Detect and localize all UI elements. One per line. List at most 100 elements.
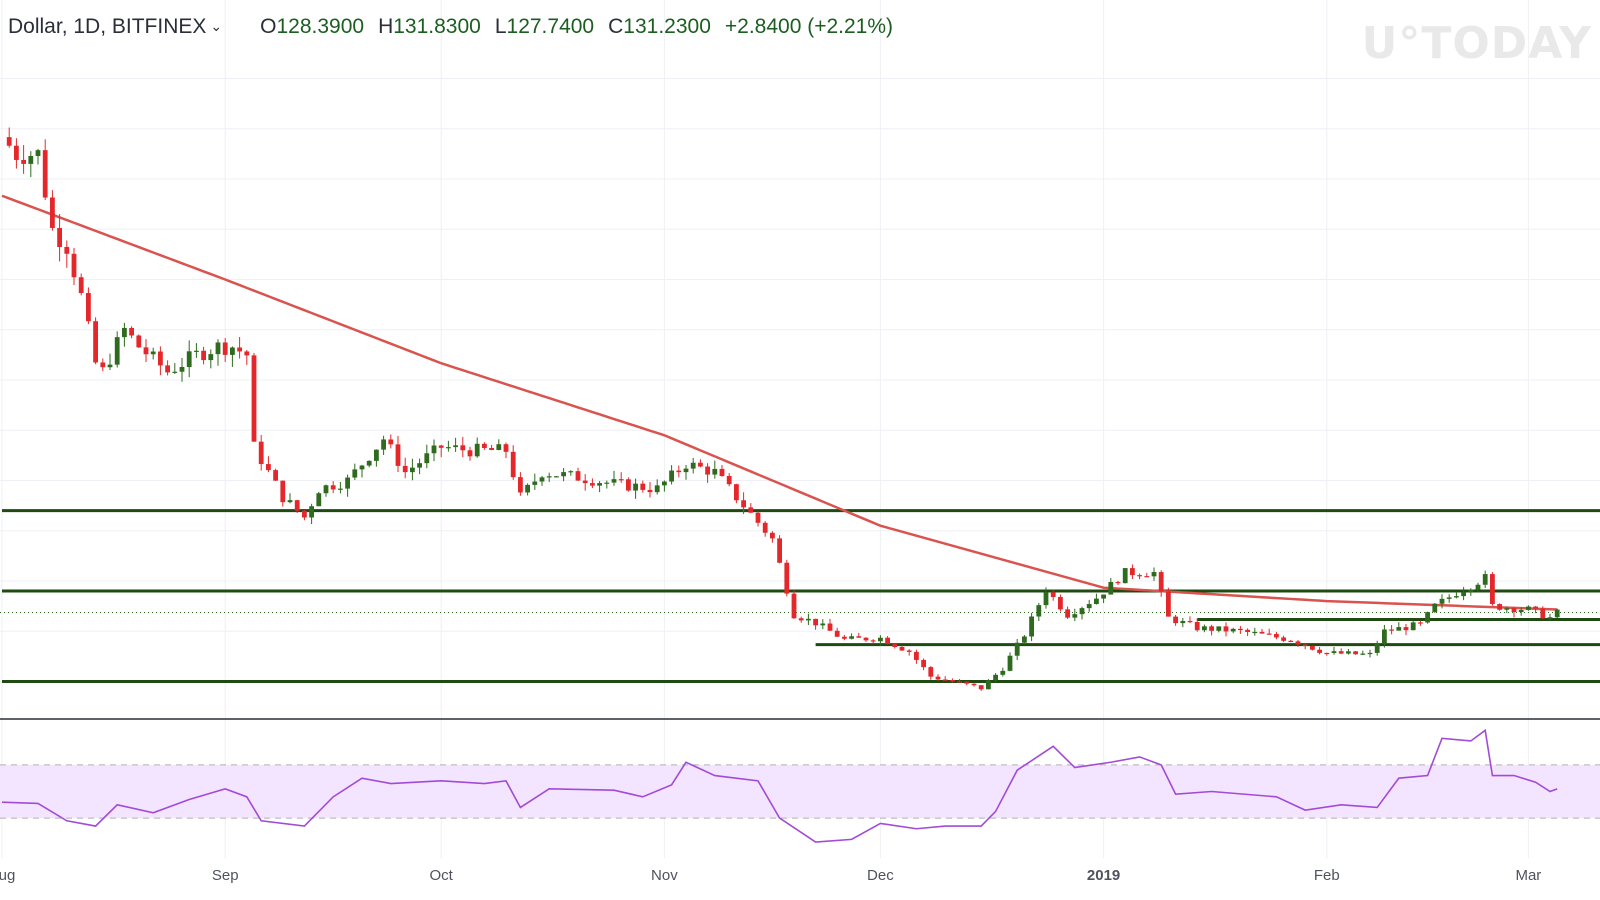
candle-body-up xyxy=(1367,652,1373,655)
candle-body-up xyxy=(1346,651,1351,654)
candle-body-up xyxy=(532,481,538,485)
candle-body-up xyxy=(669,470,674,482)
candle-body-up xyxy=(1410,622,1416,631)
candle-body-up xyxy=(1094,598,1099,605)
candle-body-down xyxy=(518,477,523,493)
candle-body-up xyxy=(683,468,689,473)
candle-body-up xyxy=(35,150,41,156)
candle-body-down xyxy=(1310,646,1315,650)
candle-body-up xyxy=(1518,609,1524,613)
candle-body-down xyxy=(1324,652,1330,655)
candle-body-down xyxy=(280,480,286,503)
candle-body-down xyxy=(1403,627,1409,631)
candle-body-down xyxy=(971,683,977,686)
candle-body-down xyxy=(1194,621,1200,631)
candle-body-up xyxy=(1526,606,1531,610)
candle-body-down xyxy=(698,462,703,467)
candle-body-down xyxy=(273,470,278,481)
candle-body-down xyxy=(294,500,300,511)
candle-body-up xyxy=(806,618,811,621)
candle-body-up xyxy=(122,327,127,338)
candle-body-down xyxy=(1490,574,1495,605)
candle-body-down xyxy=(906,650,912,652)
candle-body-down xyxy=(395,444,401,466)
candle-body-up xyxy=(410,467,415,473)
candle-body-down xyxy=(222,342,228,355)
chevron-down-icon[interactable]: ⌄ xyxy=(210,17,223,34)
candle-body-down xyxy=(201,350,206,361)
moving-average-line xyxy=(1,194,1558,611)
candle-body-up xyxy=(338,488,343,490)
candle-body-up xyxy=(150,351,156,355)
candle-body-down xyxy=(777,538,782,563)
candle-body-down xyxy=(1238,628,1243,631)
candle-body-down xyxy=(503,444,509,452)
candle-body-down xyxy=(978,685,984,690)
candle-body-up xyxy=(453,445,458,448)
candle-body-up xyxy=(194,350,199,352)
candle-body-down xyxy=(942,679,948,681)
symbol-label[interactable]: Dollar, 1D, BITFINEX xyxy=(8,15,207,38)
candle-body-up xyxy=(712,468,718,475)
candle-body-up xyxy=(179,367,185,372)
candle-body-up xyxy=(554,476,559,478)
candle-body-down xyxy=(78,277,84,294)
candle-body-down xyxy=(813,618,818,626)
candle-body-down xyxy=(957,681,962,683)
candle-body-down xyxy=(1144,576,1150,578)
candle-body-down xyxy=(402,465,408,473)
x-tick-label: Oct xyxy=(430,867,454,884)
candle-body-down xyxy=(1166,591,1171,617)
candle-body-down xyxy=(885,637,890,645)
candle-body-down xyxy=(582,480,588,484)
candle-body-up xyxy=(446,447,451,449)
candle-body-down xyxy=(741,500,746,508)
candle-body-down xyxy=(258,441,264,465)
candle-body-down xyxy=(1115,581,1121,584)
candle-body-up xyxy=(561,472,566,477)
candle-body-up xyxy=(1022,636,1027,643)
candle-body-up xyxy=(352,469,358,478)
candle-body-up xyxy=(546,476,552,478)
x-tick-label: Aug xyxy=(0,867,15,884)
candle-body-down xyxy=(21,159,26,164)
candle-body-down xyxy=(1050,592,1056,598)
candle-body-up xyxy=(849,636,854,639)
x-tick-label: Sep xyxy=(212,867,239,884)
candle-body-down xyxy=(618,479,624,481)
candle-body-up xyxy=(496,444,502,450)
candle-body-down xyxy=(467,450,473,457)
candle-body-up xyxy=(662,481,667,486)
candle-body-up xyxy=(186,351,192,368)
candle-body-up xyxy=(1547,617,1553,619)
candle-body-down xyxy=(791,593,797,619)
candle-body-up xyxy=(309,506,314,518)
candle-body-up xyxy=(230,347,235,355)
candle-body-down xyxy=(590,483,595,486)
candle-body-down xyxy=(1266,633,1272,635)
candle-body-down xyxy=(266,464,271,471)
x-tick-label: Mar xyxy=(1515,867,1541,884)
candle-body-up xyxy=(381,439,386,450)
candle-body-down xyxy=(1209,626,1214,631)
candle-body-down xyxy=(1065,609,1070,618)
candle-body-down xyxy=(935,676,941,680)
candle-body-up xyxy=(1007,655,1013,671)
candle-body-down xyxy=(726,476,732,485)
candle-body-down xyxy=(1173,616,1178,624)
candle-body-up xyxy=(172,371,178,373)
candle-body-up xyxy=(345,477,350,489)
candle-body-up xyxy=(820,623,826,626)
candle-body-up xyxy=(1482,574,1488,585)
candle-body-up xyxy=(215,342,221,355)
ohlc-open: O128.3900 xyxy=(260,15,365,38)
candle-body-up xyxy=(28,155,34,164)
x-tick-label: 2019 xyxy=(1087,867,1120,884)
candle-body-up xyxy=(287,500,293,503)
symbol-header: Dollar, 1D, BITFINEX ⌄ O128.3900 H131.83… xyxy=(8,12,893,42)
candle-body-down xyxy=(86,293,91,322)
candle-body-up xyxy=(417,463,422,468)
x-tick-label: Feb xyxy=(1314,867,1340,884)
candle-body-up xyxy=(1151,572,1157,577)
